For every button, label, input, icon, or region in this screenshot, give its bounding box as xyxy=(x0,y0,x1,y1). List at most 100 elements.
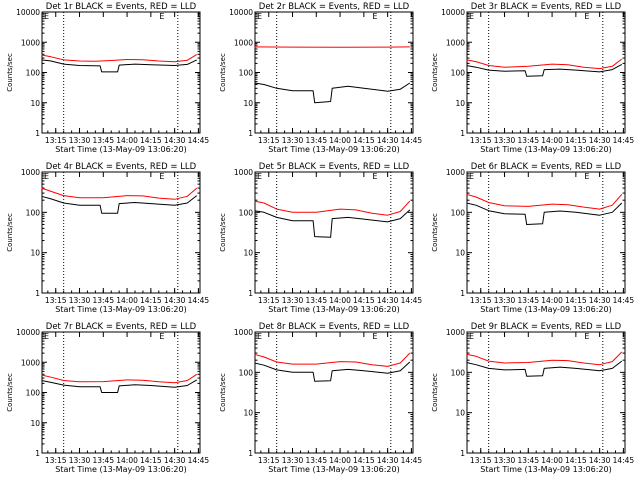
x-tick-label: 13:45 xyxy=(517,296,539,305)
events-series-line xyxy=(41,59,198,73)
y-tick-label: 100 xyxy=(239,208,254,217)
y-axis-label: Counts/sec xyxy=(6,373,14,412)
y-axis-label: Counts/sec xyxy=(6,53,14,92)
y-tick-label: 1000 xyxy=(21,168,40,177)
x-tick-label: 14:30 xyxy=(377,296,399,305)
y-tick-label: 100 xyxy=(239,368,254,377)
x-tick-label: 14:00 xyxy=(116,136,138,145)
events-series-line xyxy=(466,202,623,225)
x-tick-label: 14:00 xyxy=(329,296,351,305)
chart-title: Det 8r BLACK = Events, RED = LLD xyxy=(259,322,410,332)
y-tick-label: 100 xyxy=(26,69,41,78)
events-series-line xyxy=(254,361,411,382)
x-tick-label: 13:30 xyxy=(494,456,516,465)
event-marker-label: E xyxy=(257,12,262,21)
x-tick-label: 14:30 xyxy=(589,456,611,465)
event-marker-label: E xyxy=(372,12,377,21)
x-axis-label: Start Time (13-May-09 13:06:20) xyxy=(268,305,399,314)
y-tick-label: 1000 xyxy=(446,168,465,177)
x-tick-label: 14:45 xyxy=(188,456,210,465)
chart-panel: Det 7r BLACK = Events, RED = LLD Counts/s… xyxy=(6,322,209,474)
x-axis-label: Start Time (13-May-09 13:06:20) xyxy=(480,465,611,474)
lld-series-line xyxy=(466,58,623,70)
chart-title: Det 1r BLACK = Events, RED = LLD xyxy=(46,2,197,12)
y-tick-label: 100 xyxy=(451,368,466,377)
x-tick-label: 14:00 xyxy=(116,296,138,305)
event-marker-label: E xyxy=(372,332,377,341)
y-tick-label: 1 xyxy=(35,129,40,138)
x-tick-label: 14:45 xyxy=(401,296,423,305)
x-tick-label: 14:30 xyxy=(164,136,186,145)
x-tick-label: 13:30 xyxy=(494,136,516,145)
chart-title: Det 3r BLACK = Events, RED = LLD xyxy=(471,2,622,12)
x-axis-label: Start Time (13-May-09 13:06:20) xyxy=(480,145,611,154)
x-axis-label: Start Time (13-May-09 13:06:20) xyxy=(268,465,399,474)
y-axis-label: Counts/sec xyxy=(431,213,439,252)
event-marker-label: E xyxy=(584,12,589,21)
y-tick-label: 1000 xyxy=(21,358,40,367)
x-tick-label: 13:45 xyxy=(305,296,327,305)
plot-frame xyxy=(466,331,626,454)
x-tick-label: 14:15 xyxy=(565,456,587,465)
x-tick-label: 14:15 xyxy=(353,136,375,145)
event-marker-label: E xyxy=(469,332,474,341)
x-tick-label: 14:15 xyxy=(140,296,162,305)
x-tick-label: 14:45 xyxy=(401,456,423,465)
x-axis-label: Start Time (13-May-09 13:06:20) xyxy=(480,305,611,314)
x-tick-label: 14:45 xyxy=(188,136,210,145)
x-tick-label: 14:00 xyxy=(541,136,563,145)
y-axis-label: Counts/sec xyxy=(219,53,227,92)
x-tick-label: 13:15 xyxy=(470,136,492,145)
x-tick-label: 14:00 xyxy=(329,136,351,145)
x-tick-label: 14:45 xyxy=(613,136,635,145)
event-marker-label: E xyxy=(469,12,474,21)
x-tick-label: 14:15 xyxy=(565,136,587,145)
event-marker-label: E xyxy=(257,172,262,181)
chart-panel: Det 1r BLACK = Events, RED = LLD Counts/s… xyxy=(6,2,209,154)
y-axis-label: Counts/sec xyxy=(219,373,227,412)
y-tick-label: 10 xyxy=(455,249,465,258)
event-marker-label: E xyxy=(257,332,262,341)
y-tick-label: 1000 xyxy=(446,38,465,47)
x-tick-label: 13:15 xyxy=(45,136,67,145)
x-tick-label: 13:45 xyxy=(517,456,539,465)
x-tick-label: 13:45 xyxy=(92,136,114,145)
y-axis-label: Counts/sec xyxy=(431,373,439,412)
y-tick-label: 10000 xyxy=(441,8,465,17)
x-tick-label: 14:15 xyxy=(140,456,162,465)
x-tick-label: 13:30 xyxy=(69,456,91,465)
x-axis-label: Start Time (13-May-09 13:06:20) xyxy=(55,305,186,314)
y-tick-label: 1000 xyxy=(446,328,465,337)
y-tick-label: 100 xyxy=(451,208,466,217)
chart-title: Det 9r BLACK = Events, RED = LLD xyxy=(471,322,622,332)
x-axis-label: Start Time (13-May-09 13:06:20) xyxy=(55,465,186,474)
chart-title: Det 5r BLACK = Events, RED = LLD xyxy=(259,162,410,172)
y-tick-label: 10 xyxy=(455,99,465,108)
chart-title: Det 2r BLACK = Events, RED = LLD xyxy=(259,2,410,12)
x-tick-label: 14:00 xyxy=(541,456,563,465)
event-marker-label: E xyxy=(372,172,377,181)
chart-panel: Det 9r BLACK = Events, RED = LLD Counts/s… xyxy=(431,322,634,474)
x-tick-label: 13:30 xyxy=(494,296,516,305)
chart-panel: Det 5r BLACK = Events, RED = LLD Counts/s… xyxy=(219,162,422,314)
x-tick-label: 14:00 xyxy=(329,456,351,465)
plot-frame xyxy=(41,171,201,294)
plot-frame xyxy=(254,171,414,294)
x-tick-label: 14:30 xyxy=(377,136,399,145)
x-tick-label: 14:15 xyxy=(353,456,375,465)
plot-frame xyxy=(254,11,414,134)
y-tick-label: 1 xyxy=(35,289,40,298)
y-tick-label: 1000 xyxy=(21,38,40,47)
chart-title: Det 6r BLACK = Events, RED = LLD xyxy=(471,162,622,172)
x-tick-label: 13:30 xyxy=(282,136,304,145)
x-tick-label: 14:15 xyxy=(140,136,162,145)
x-tick-label: 14:30 xyxy=(377,456,399,465)
events-series-line xyxy=(254,209,411,238)
y-tick-label: 10 xyxy=(243,409,253,418)
y-tick-label: 1000 xyxy=(234,328,253,337)
event-marker-label: E xyxy=(44,332,49,341)
x-tick-label: 13:30 xyxy=(69,136,91,145)
y-tick-label: 100 xyxy=(451,69,466,78)
event-marker-label: E xyxy=(584,172,589,181)
x-tick-label: 13:15 xyxy=(258,296,280,305)
